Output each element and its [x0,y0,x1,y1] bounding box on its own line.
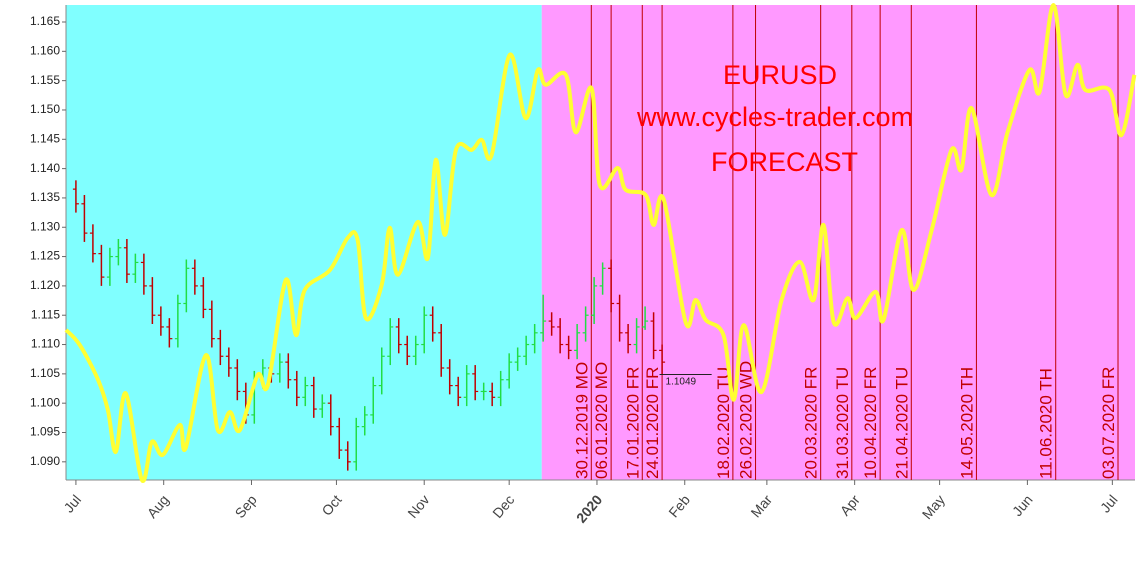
y-tick-label: 1.090 [30,454,60,468]
annotation: EURUSD [723,60,837,90]
x-tick-label: Nov [404,492,432,521]
plot-area: 30.12.2019 MO 06.01.2020 MO 17.01.2020 FR 2… [64,2,1137,483]
event-label: 26.02.2020 WD [737,361,756,479]
x-tick-label: May [919,492,948,523]
event-label: 24.01.2020 FR [643,367,662,479]
x-tick-label: Feb [665,491,693,520]
y-tick-label: 1.140 [30,161,60,175]
y-tick-label: 1.095 [30,425,60,439]
event-label: 03.07.2020 FR [1099,367,1118,479]
event-label: 11.06.2020 TH [1037,368,1056,479]
region [66,5,542,480]
y-tick-label: 1.135 [30,190,60,204]
y-tick-label: 1.100 [30,395,60,409]
y-tick-label: 1.145 [30,131,60,145]
y-tick-label: 1.165 [30,14,60,28]
event-label: 18.02.2020 TU [714,367,733,479]
y-tick-label: 1.130 [30,219,60,233]
x-tick-label: 2020 [573,491,605,525]
x-tick-label: Jul [60,492,84,516]
y-tick-label: 1.110 [31,337,60,351]
event-label: 30.12.2019 MO [572,362,591,479]
y-tick-label: 1.155 [30,73,60,87]
x-tick-label: Dec [489,492,517,521]
event-label: 20.03.2020 FR [802,367,821,479]
x-tick-label: Apr [837,491,863,518]
x-tick-label: Jul [1097,492,1121,516]
event-label: 14.05.2020 TH [957,367,976,479]
event-label: 31.03.2020 TU [833,367,852,479]
annotation: FORECAST [711,147,858,177]
y-tick-label: 1.115 [31,307,60,321]
event-label: 17.01.2020 FR [623,367,642,479]
y-tick-label: 1.125 [30,249,60,263]
annotation: www.cycles-trader.com [636,102,913,132]
event-label: 06.01.2020 MO [592,362,611,479]
y-tick-label: 1.105 [30,366,60,380]
x-tick-label: Aug [144,492,172,521]
forecast-line [64,2,1137,483]
event-label: 10.04.2020 FR [861,367,880,479]
level-label: 1.1049 [666,376,697,387]
y-tick-label: 1.150 [30,102,60,116]
x-tick-label: Oct [318,492,344,519]
x-tick-label: Mar [747,491,775,520]
x-tick-label: Sep [232,491,260,521]
y-tick-label: 1.120 [30,278,60,292]
x-tick-label: Jun [1009,492,1036,520]
event-label: 21.04.2020 TU [892,367,911,479]
y-tick-label: 1.160 [30,43,60,57]
